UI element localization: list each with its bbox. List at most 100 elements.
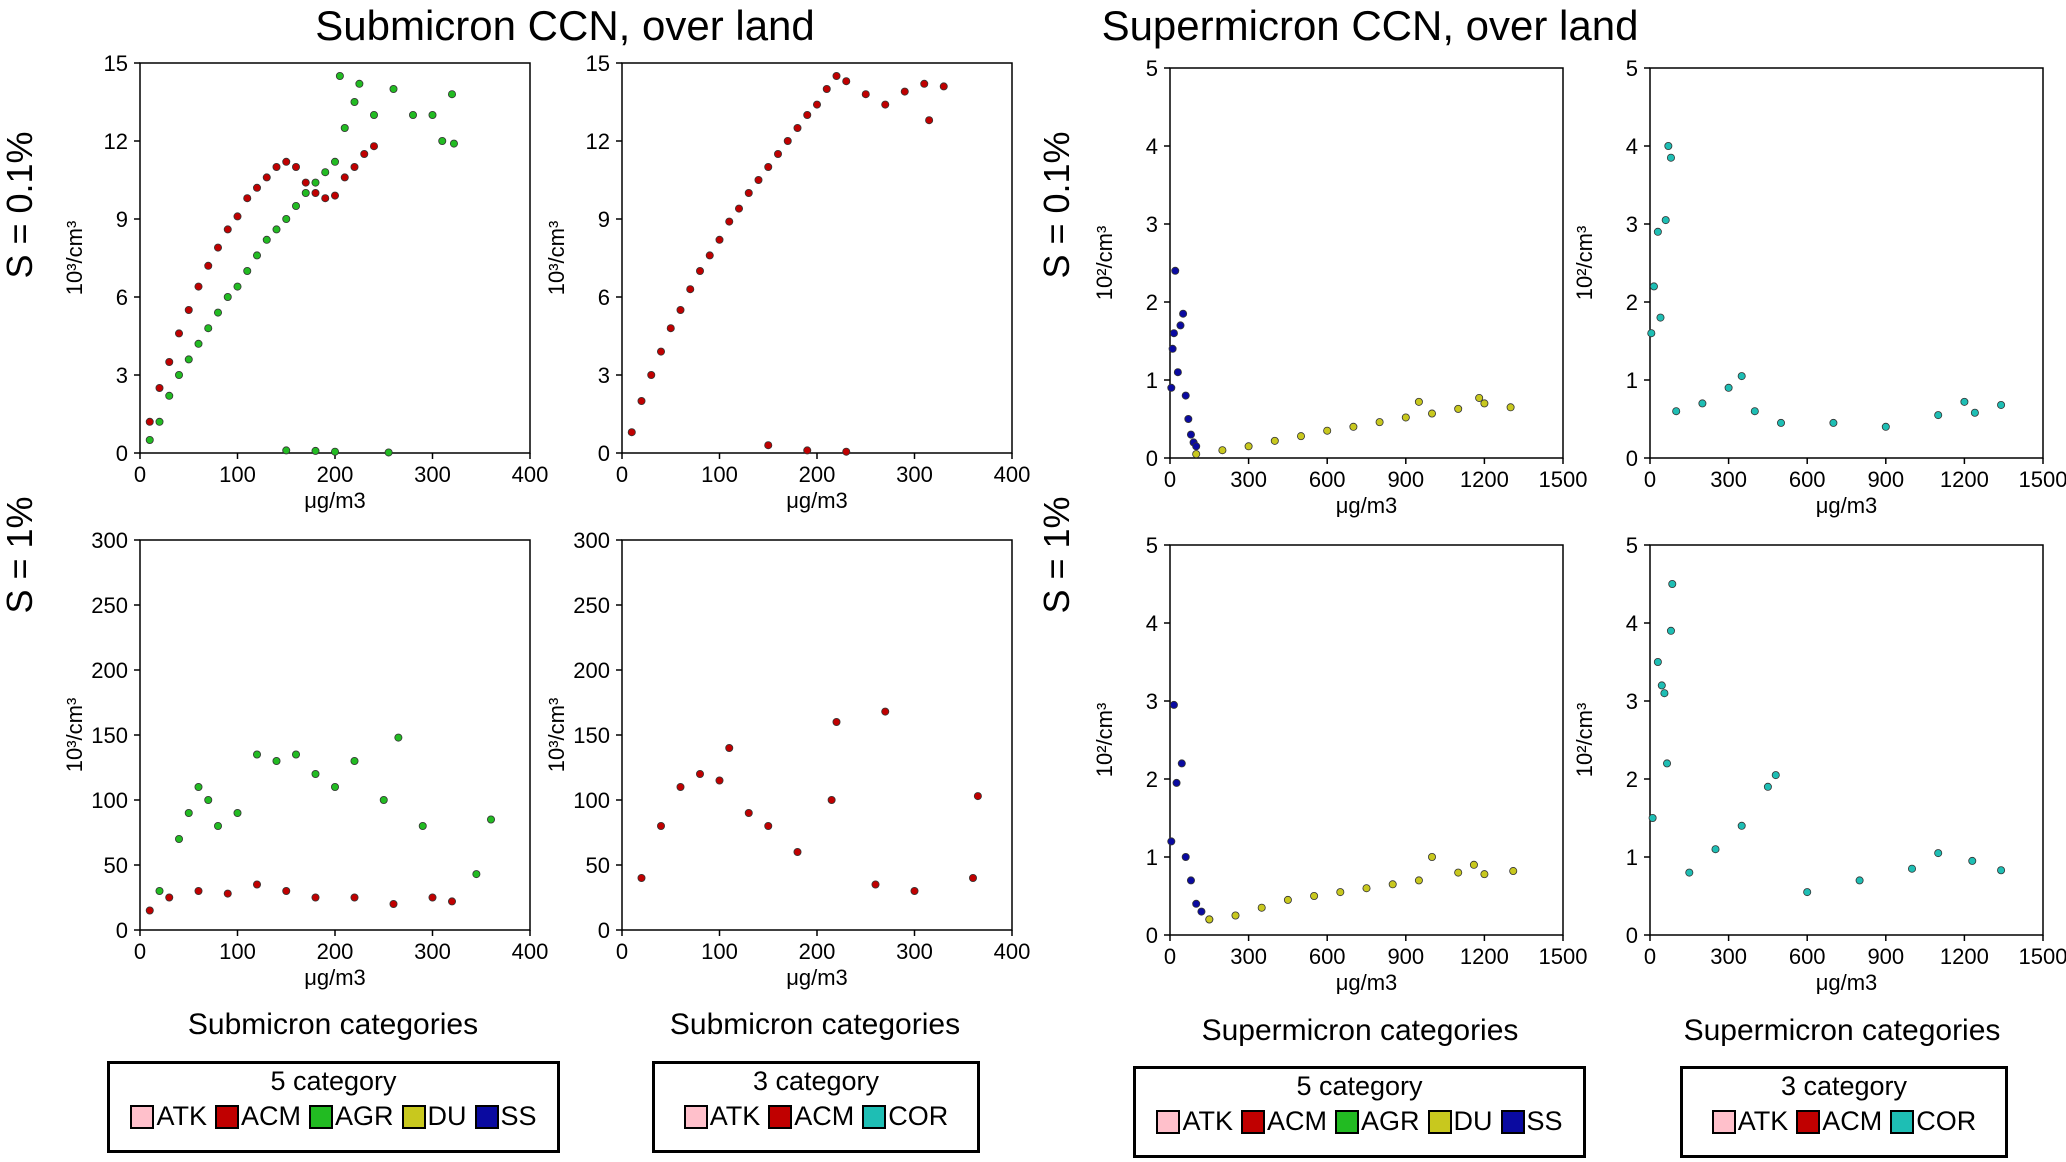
x-tick-label: 100 <box>219 939 256 964</box>
legend-label: AGR <box>334 1101 394 1131</box>
data-point-agr <box>355 79 364 88</box>
data-point-ss <box>1167 383 1176 392</box>
y-axis-label: 10²/cm³ <box>1572 703 1597 778</box>
legend-item-atk: ATK <box>130 1101 207 1132</box>
y-tick-label: 0 <box>598 441 610 466</box>
legend-label: COR <box>1916 1106 1977 1136</box>
data-point-du <box>1362 884 1371 893</box>
data-point-agr <box>379 795 388 804</box>
data-point-acm <box>754 176 763 185</box>
data-point-agr <box>321 168 330 177</box>
plot-frame <box>1649 67 2044 459</box>
y-tick-label: 5 <box>1146 533 1158 558</box>
y-tick-label: 250 <box>573 593 610 618</box>
x-tick-label: 300 <box>896 462 933 487</box>
legend-swatch <box>683 1104 708 1129</box>
data-point-acm <box>920 79 929 88</box>
data-point-cor <box>1661 216 1670 225</box>
data-point-du <box>1506 403 1515 412</box>
x-tick-label: 0 <box>134 462 146 487</box>
data-point-acm <box>705 251 714 260</box>
data-point-agr <box>214 308 223 317</box>
data-point-agr <box>253 750 262 759</box>
y-tick-label: 3 <box>116 363 128 388</box>
scatter-panel-submicron-3cat-s1: 0 50 100 150 200 250 300 0 100 200 300 400 μg/m3 10³/… <box>544 528 1030 990</box>
y-tick-label: 50 <box>586 853 610 878</box>
data-point-acm <box>223 889 232 898</box>
data-point-acm <box>253 880 262 889</box>
x-tick-label: 1500 <box>1539 944 1588 969</box>
y-tick-label: 15 <box>104 51 128 76</box>
y-tick-label: 5 <box>1146 56 1158 81</box>
scatter-panel-supermicron-5cat-s1: 0 1 2 3 4 5 0 300 600 900 1200 1500 μg/m3 10²/cm³ <box>1092 533 1587 995</box>
x-tick-label: 300 <box>414 939 451 964</box>
data-point-du <box>1297 432 1306 441</box>
y-tick-label: 3 <box>1146 689 1158 714</box>
x-tick-label: 900 <box>1867 944 1904 969</box>
x-tick-label: 0 <box>1164 467 1176 492</box>
data-point-cor <box>1855 876 1864 885</box>
data-point-agr <box>486 815 495 824</box>
plot-frame <box>1649 544 2044 936</box>
data-point-acm <box>282 886 291 895</box>
legend-item-atk: ATK <box>1711 1106 1788 1137</box>
y-tick-label: 9 <box>116 207 128 232</box>
data-point-du <box>1349 422 1358 431</box>
y-tick-label: 1 <box>1146 368 1158 393</box>
data-point-acm <box>910 886 919 895</box>
data-point-du <box>1336 888 1345 897</box>
data-point-agr <box>223 292 232 301</box>
data-point-agr <box>175 834 184 843</box>
y-tick-label: 250 <box>91 593 128 618</box>
data-point-acm <box>842 447 851 456</box>
data-point-acm <box>291 163 300 172</box>
legend-item-acm: ACM <box>214 1101 301 1132</box>
x-tick-label: 900 <box>1387 944 1424 969</box>
data-point-cor <box>1771 771 1780 780</box>
data-point-agr <box>194 782 203 791</box>
row-label-s1-super: S = 1% <box>1036 496 1077 614</box>
x-tick-label: 300 <box>1230 944 1267 969</box>
data-point-agr <box>330 447 339 456</box>
data-point-acm <box>204 261 213 270</box>
data-point-agr <box>175 370 184 379</box>
plot-frame <box>621 62 1013 454</box>
data-point-cor <box>1960 397 1969 406</box>
y-tick-label: 2 <box>1626 767 1638 792</box>
data-point-acm <box>360 150 369 159</box>
y-tick-label: 6 <box>116 285 128 310</box>
data-point-acm <box>637 873 646 882</box>
data-point-acm <box>973 792 982 801</box>
x-tick-label: 300 <box>896 939 933 964</box>
legend-item-ss: SS <box>1500 1106 1563 1137</box>
data-point-cor <box>1737 821 1746 830</box>
legend-item-agr: AGR <box>308 1101 394 1132</box>
y-tick-label: 4 <box>1146 611 1158 636</box>
x-axis-label: μg/m3 <box>304 965 366 990</box>
x-tick-label: 1200 <box>1940 467 1989 492</box>
legend-label: SS <box>500 1101 537 1131</box>
y-tick-label: 3 <box>598 363 610 388</box>
x-tick-label: 100 <box>701 939 738 964</box>
data-point-du <box>1244 442 1253 451</box>
data-point-cor <box>1997 866 2006 875</box>
data-point-ss <box>1181 852 1190 861</box>
x-axis-label: μg/m3 <box>1816 970 1878 995</box>
x-tick-label: 300 <box>1710 944 1747 969</box>
y-axis-label: 10²/cm³ <box>1092 703 1117 778</box>
data-point-acm <box>194 282 203 291</box>
data-point-ss <box>1177 759 1186 768</box>
data-point-agr <box>253 251 262 260</box>
data-point-acm <box>330 191 339 200</box>
data-point-du <box>1401 413 1410 422</box>
data-point-du <box>1454 404 1463 413</box>
data-point-agr <box>418 821 427 830</box>
data-point-acm <box>715 776 724 785</box>
data-point-du <box>1192 450 1201 459</box>
data-point-ss <box>1192 442 1201 451</box>
data-point-agr <box>311 769 320 778</box>
data-point-du <box>1454 868 1463 877</box>
y-tick-label: 3 <box>1626 689 1638 714</box>
data-point-acm <box>243 194 252 203</box>
y-tick-label: 150 <box>573 723 610 748</box>
